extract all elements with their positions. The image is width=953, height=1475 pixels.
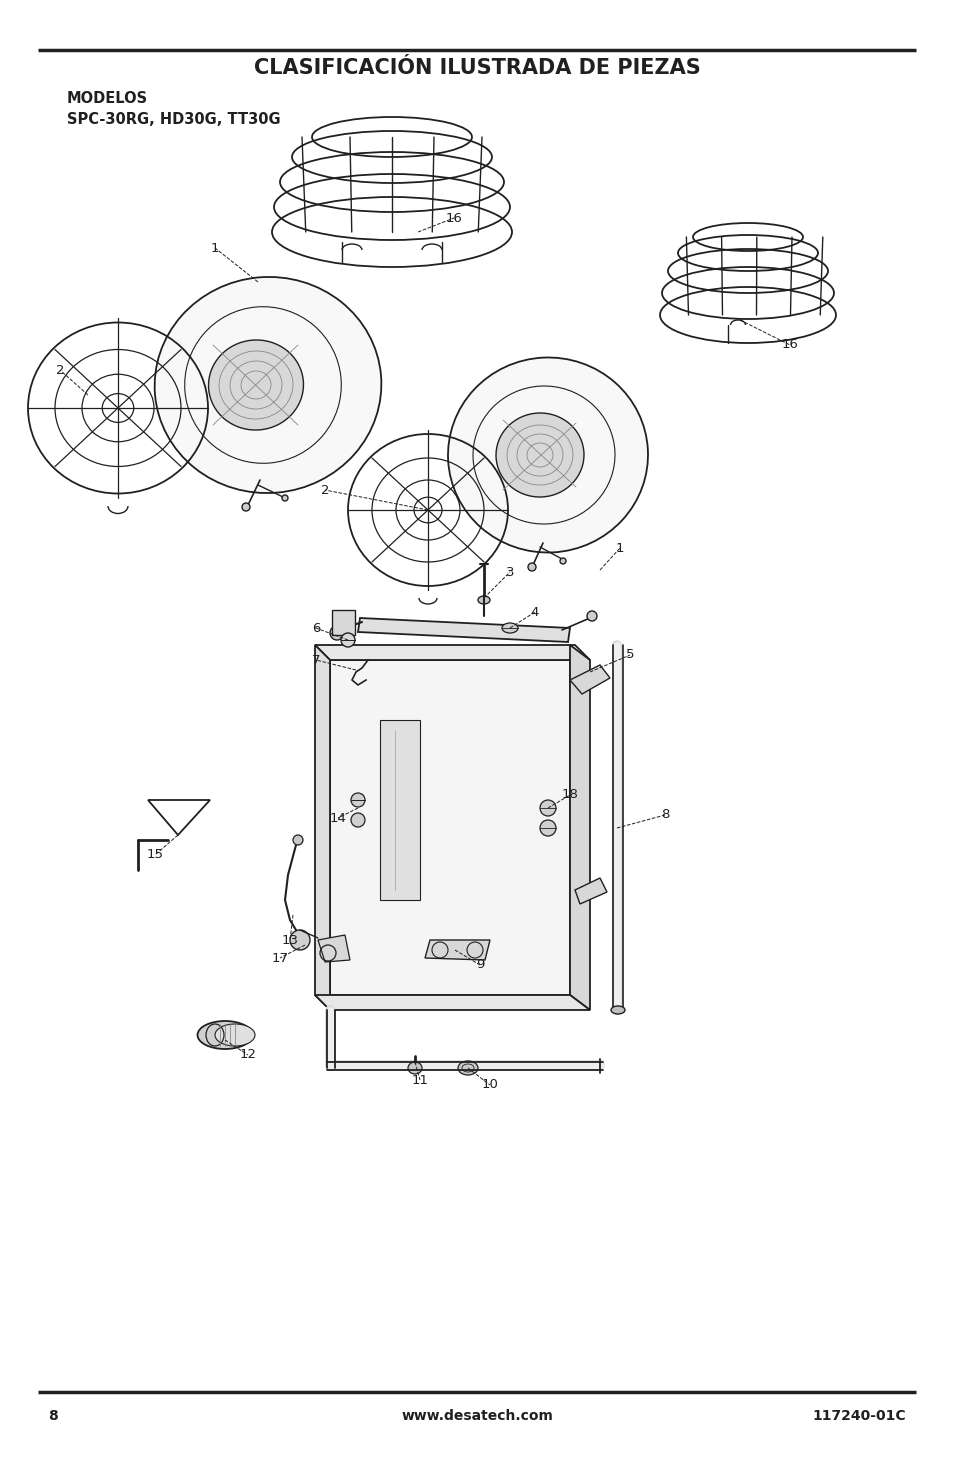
Polygon shape xyxy=(332,611,355,636)
Ellipse shape xyxy=(477,596,490,603)
Text: 2: 2 xyxy=(55,363,64,376)
Polygon shape xyxy=(575,878,606,904)
Text: 9: 9 xyxy=(476,959,484,972)
Circle shape xyxy=(559,558,565,563)
Text: 13: 13 xyxy=(281,934,298,947)
Ellipse shape xyxy=(501,622,517,633)
Ellipse shape xyxy=(496,413,583,497)
Polygon shape xyxy=(569,645,589,1010)
Circle shape xyxy=(330,625,344,640)
Text: 8: 8 xyxy=(660,808,668,822)
Circle shape xyxy=(340,633,355,648)
Circle shape xyxy=(586,611,597,621)
Polygon shape xyxy=(569,665,609,695)
Text: 5: 5 xyxy=(625,649,634,661)
Text: 1: 1 xyxy=(615,541,623,555)
Circle shape xyxy=(539,820,556,836)
Text: 7: 7 xyxy=(312,653,320,667)
Text: www.desatech.com: www.desatech.com xyxy=(400,1409,553,1423)
Text: SPC-30RG, HD30G, TT30G: SPC-30RG, HD30G, TT30G xyxy=(67,112,280,127)
Polygon shape xyxy=(424,940,490,960)
Ellipse shape xyxy=(154,277,381,493)
Ellipse shape xyxy=(457,1061,477,1075)
Text: 16: 16 xyxy=(781,338,798,351)
Circle shape xyxy=(351,813,365,827)
Text: 17: 17 xyxy=(272,951,288,965)
Polygon shape xyxy=(357,618,569,642)
Text: 6: 6 xyxy=(312,621,320,634)
Text: 2: 2 xyxy=(320,484,329,497)
Polygon shape xyxy=(314,645,589,659)
Text: 12: 12 xyxy=(239,1049,256,1062)
Ellipse shape xyxy=(209,339,303,431)
Polygon shape xyxy=(317,935,350,962)
Text: MODELOS: MODELOS xyxy=(67,91,148,106)
Circle shape xyxy=(282,496,288,502)
Circle shape xyxy=(242,503,250,510)
Text: 10: 10 xyxy=(481,1078,497,1092)
Polygon shape xyxy=(314,645,330,1010)
Polygon shape xyxy=(379,720,419,900)
Text: 15: 15 xyxy=(147,848,163,861)
Circle shape xyxy=(539,799,556,816)
Ellipse shape xyxy=(610,1006,624,1013)
Text: 117240-01C: 117240-01C xyxy=(812,1409,905,1423)
Polygon shape xyxy=(314,996,589,1010)
Circle shape xyxy=(290,931,310,950)
Text: 8: 8 xyxy=(48,1409,57,1423)
Text: 4: 4 xyxy=(530,606,538,618)
Text: CLASIFICACIÓN ILUSTRADA DE PIEZAS: CLASIFICACIÓN ILUSTRADA DE PIEZAS xyxy=(253,58,700,78)
Ellipse shape xyxy=(197,1021,253,1049)
Polygon shape xyxy=(330,659,569,996)
Text: 1: 1 xyxy=(211,242,219,255)
Text: 3: 3 xyxy=(505,565,514,578)
Circle shape xyxy=(527,563,536,571)
Circle shape xyxy=(351,794,365,807)
Ellipse shape xyxy=(448,357,647,553)
Ellipse shape xyxy=(408,1062,421,1074)
Ellipse shape xyxy=(214,1024,254,1046)
Circle shape xyxy=(293,835,303,845)
Text: 11: 11 xyxy=(411,1074,428,1087)
Text: 14: 14 xyxy=(329,811,346,825)
Text: 16: 16 xyxy=(445,211,462,224)
Text: 18: 18 xyxy=(561,789,578,801)
